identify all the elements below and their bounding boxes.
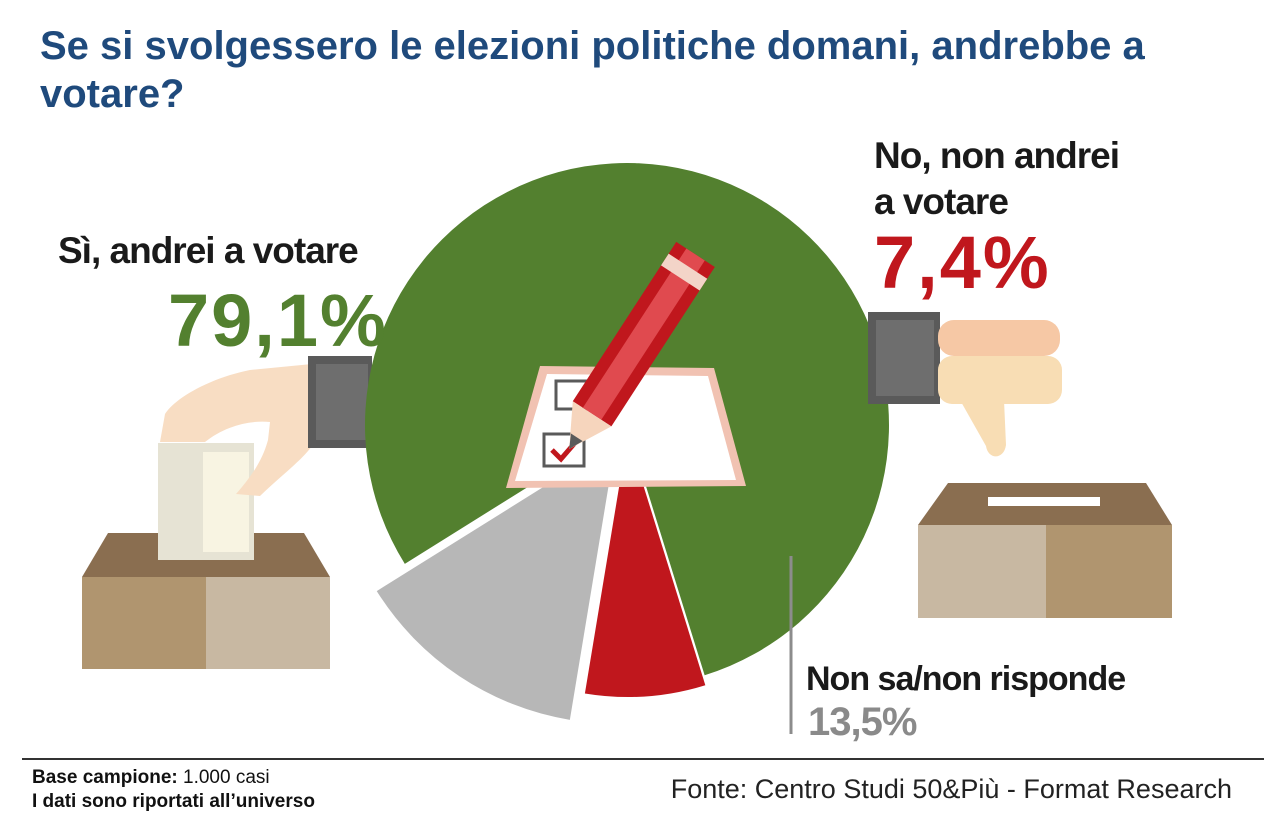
footer-note-text: I dati sono riportati all’universo	[32, 791, 315, 812]
value-non-sa: 13,5%	[808, 700, 917, 744]
footer-base-label: Base campione:	[32, 767, 178, 788]
label-no-line1: No, non andrei	[874, 135, 1120, 176]
ballot-box-right-icon	[918, 483, 1172, 618]
label-no: No, non andrei a votare	[874, 133, 1174, 225]
footer-note: I dati sono riportati all’universo	[32, 790, 315, 814]
value-si: 79,1%	[168, 279, 388, 362]
ballot-box-left-icon	[82, 533, 330, 669]
footer-source: Fonte: Centro Studi 50&Più - Format Rese…	[670, 774, 1232, 804]
value-no: 7,4%	[874, 221, 1051, 304]
hand-left-icon	[160, 356, 372, 496]
slice-no	[584, 434, 706, 697]
label-no-line2: a votare	[874, 181, 1009, 222]
slice-non-sa	[376, 441, 616, 720]
footer-divider	[22, 758, 1264, 760]
label-non-sa: Non sa/non risponde	[806, 660, 1126, 698]
chart-title: Se si svolgessero le elezioni politiche …	[40, 24, 1145, 116]
label-si: Sì, andrei a votare	[58, 230, 359, 271]
footer-notes: Base campione: 1.000 casi I dati sono ri…	[32, 766, 315, 814]
ballot-paper-icon	[158, 443, 254, 560]
pencil-icon	[569, 241, 715, 450]
hand-right-icon	[868, 312, 1062, 457]
footer-base-value: 1.000 casi	[183, 767, 270, 788]
footer-base: Base campione: 1.000 casi	[32, 766, 315, 790]
